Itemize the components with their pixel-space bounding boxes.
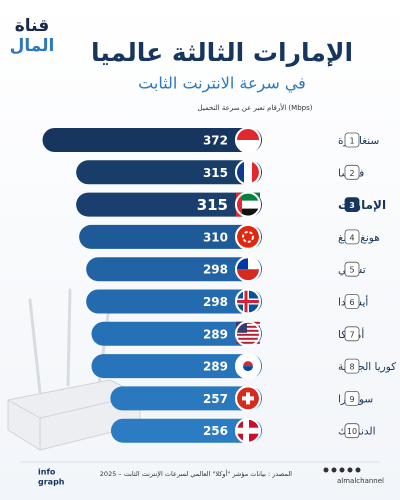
flag-part — [244, 289, 248, 314]
flag — [235, 288, 261, 315]
handle: almalchannel — [337, 477, 384, 485]
flag-ring — [235, 353, 261, 380]
flag-ring — [235, 385, 261, 412]
rank-label: 10 — [347, 427, 357, 436]
flag-part — [236, 325, 260, 328]
flag — [235, 417, 261, 444]
rank-label: 5 — [349, 266, 354, 275]
bar — [110, 418, 263, 443]
rank-box — [344, 390, 360, 406]
flag — [235, 353, 261, 380]
rank-label: 3 — [349, 201, 355, 210]
rank-label: 1 — [349, 137, 354, 146]
flag — [235, 256, 261, 283]
flag-part — [242, 200, 260, 209]
flag-part — [236, 257, 248, 270]
value-label: 315 — [203, 166, 228, 180]
bar — [86, 257, 263, 282]
rank-box — [344, 326, 360, 342]
bar — [79, 224, 262, 249]
flag-part — [236, 341, 260, 344]
flag-part — [236, 337, 260, 340]
logo-line1: قناة — [15, 16, 50, 36]
flag-ring — [235, 417, 261, 444]
bar — [86, 289, 263, 314]
footer-logo-line2: graph — [38, 478, 65, 487]
flag-ring — [235, 320, 261, 347]
flag-part — [243, 366, 253, 372]
rank-label: 7 — [349, 330, 354, 339]
chart-title: الإمارات الثالثة عالميا — [91, 38, 353, 67]
flag-ring — [235, 256, 261, 283]
rank-box — [344, 132, 360, 148]
flag-part — [243, 418, 249, 443]
flag-part — [236, 300, 260, 303]
flag — [235, 385, 261, 412]
rank-label: 6 — [349, 298, 354, 307]
flag-part — [236, 128, 260, 140]
value-label: 298 — [203, 295, 228, 309]
value-label: 298 — [203, 263, 228, 277]
rank-box — [344, 294, 360, 309]
rank-box — [344, 261, 360, 277]
chart-subtitle: في سرعة الانترنت الثابت — [138, 74, 306, 94]
flag-ring — [235, 127, 261, 153]
footer-logo-line1: info — [38, 468, 56, 477]
flag — [235, 223, 261, 250]
logo-line2: المال — [10, 36, 55, 56]
flag-ring — [235, 159, 261, 186]
flag-ring — [235, 288, 261, 315]
flag-ring — [235, 191, 261, 218]
bar — [42, 128, 262, 152]
flag-part — [236, 321, 247, 333]
bar — [110, 386, 263, 411]
source: المصدر : بيانات مؤشر "أوكلا" العالمي لسر… — [100, 469, 292, 478]
bar — [91, 354, 263, 379]
value-label: 257 — [203, 392, 228, 406]
rank-box — [344, 229, 360, 245]
router-illustration — [7, 288, 141, 451]
value-label: 289 — [203, 327, 228, 341]
rank-label: 8 — [349, 363, 354, 372]
flag — [235, 159, 261, 186]
value-label: 256 — [203, 424, 228, 438]
flag-part — [236, 333, 260, 336]
flag — [235, 191, 261, 218]
bar — [76, 192, 263, 217]
flag-part — [236, 329, 260, 332]
rank-box — [344, 197, 360, 213]
note: الأرقام تعبر عن سرعة التحميل (Mbps) — [198, 103, 313, 112]
flag — [235, 320, 261, 347]
value-label: 310 — [203, 230, 228, 244]
flag-part — [244, 160, 252, 185]
social-icons — [323, 467, 361, 473]
value-label: 289 — [203, 360, 228, 374]
flag-part — [242, 192, 260, 201]
flag-part — [246, 392, 250, 405]
rank-label: 2 — [349, 169, 354, 178]
rank-label: 4 — [349, 233, 354, 242]
flag — [235, 127, 261, 153]
flag-ring — [235, 223, 261, 250]
rank-box — [344, 358, 360, 374]
flag-part — [243, 361, 253, 367]
rank-label: 9 — [349, 395, 354, 404]
value-label: 372 — [203, 134, 228, 148]
rank-box — [344, 423, 360, 439]
bar — [91, 321, 263, 346]
flag-part — [236, 192, 242, 217]
rank-box — [344, 164, 360, 180]
value-label: 315 — [197, 196, 228, 214]
bar — [76, 160, 263, 185]
flag-part — [242, 230, 254, 243]
